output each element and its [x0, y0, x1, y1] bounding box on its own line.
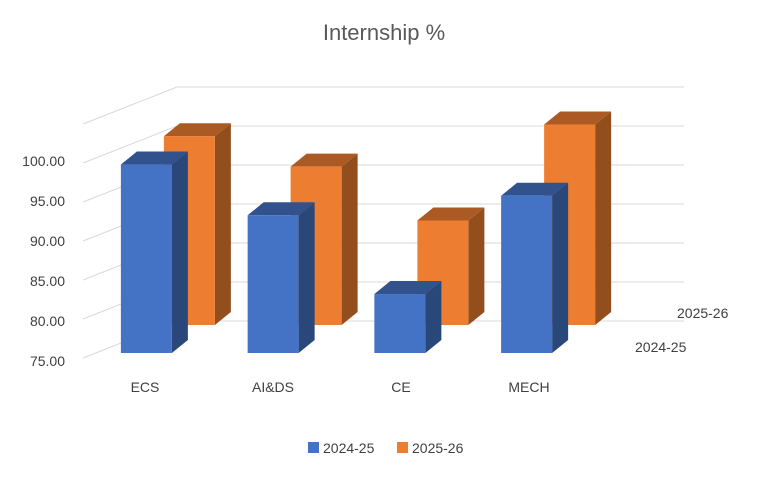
y-tick-label: 85.00: [30, 273, 65, 289]
bar-2024-25-1-top: [247, 202, 315, 216]
bar-2024-25-3-side: [552, 182, 569, 353]
bar-2024-25-3-front: [501, 195, 553, 353]
bar-2024-25-0-side: [171, 151, 188, 353]
y-tick-label: 80.00: [30, 313, 65, 329]
y-tick-label: 95.00: [30, 193, 65, 209]
legend: 2024-25 2025-26: [308, 440, 464, 456]
bar-2024-25-3-top: [501, 182, 569, 196]
bar-2025-26-0-top: [163, 123, 231, 137]
bar-2024-25-1-front: [247, 215, 299, 353]
category-label: ECS: [131, 379, 160, 395]
series-2024-25-bars: [120, 151, 569, 353]
x-axis-categories: ECS AI&DS CE MECH: [131, 379, 550, 395]
category-label: CE: [391, 379, 410, 395]
bar-2024-25-2-top: [374, 281, 442, 295]
bar-2024-25-0-top: [120, 151, 188, 165]
category-label: MECH: [508, 379, 549, 395]
bar-2025-26-2-top: [417, 207, 485, 221]
bar-2024-25-1: [247, 202, 315, 353]
bar-2025-26-3-side: [595, 111, 612, 325]
bar-2025-26-2: [417, 207, 485, 325]
bar-2025-26-1-side: [341, 153, 358, 325]
bar-2024-25-3: [501, 182, 569, 353]
bar-2025-26-1-top: [290, 153, 358, 167]
bar-2024-25-1-side: [298, 202, 315, 353]
bar-2024-25-2: [374, 281, 442, 353]
legend-label: 2025-26: [412, 440, 464, 456]
y-tick-label: 100.00: [22, 153, 65, 169]
y-tick-label: 90.00: [30, 233, 65, 249]
bar-2024-25-2-front: [374, 294, 426, 353]
legend-swatch-2025-26: [397, 442, 408, 453]
gridline: [82, 86, 684, 125]
depth-label-front: 2024-25: [635, 339, 687, 355]
legend-swatch-2024-25: [308, 442, 319, 453]
bar-2025-26-3-top: [544, 111, 612, 125]
bar-2025-26-0-side: [214, 123, 231, 326]
y-axis-ticks: 100.00 95.00 90.00 85.00 80.00 75.00: [22, 153, 65, 369]
category-label: AI&DS: [252, 379, 294, 395]
depth-label-back: 2025-26: [677, 305, 729, 321]
bar-2024-25-0: [120, 151, 188, 353]
bar-2024-25-2-side: [425, 281, 442, 353]
bar-2024-25-0-front: [120, 164, 172, 353]
legend-label: 2024-25: [323, 440, 375, 456]
chart-title: Internship %: [323, 20, 445, 45]
y-tick-label: 75.00: [30, 353, 65, 369]
bar-2025-26-2-side: [468, 207, 485, 325]
